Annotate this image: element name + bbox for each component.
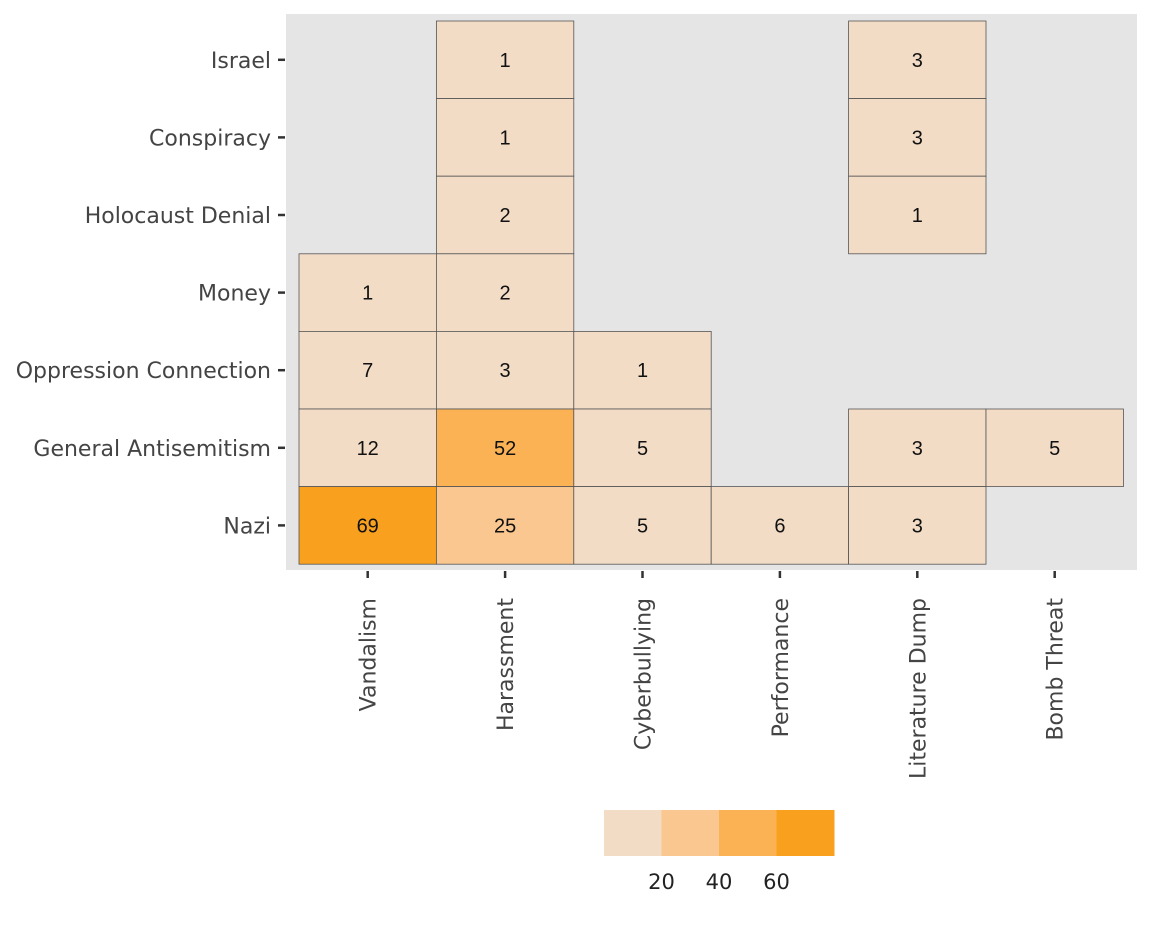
heatmap-cell-nazi-performance: 6	[710, 486, 850, 565]
cell-rect	[435, 486, 575, 565]
cell-value-label: 3	[912, 438, 923, 460]
cell-value-label: 6	[774, 515, 785, 537]
cell-value-label: 1	[637, 360, 648, 382]
heatmap-cell-general-antisemitism-vandalism: 12	[298, 408, 437, 487]
x-tick-label-performance: Performance	[769, 598, 794, 737]
cell-value-label: 69	[357, 515, 379, 537]
cell-rect	[573, 408, 712, 487]
cell-rect	[435, 253, 575, 332]
y-tick-label-money: Money	[198, 282, 271, 307]
y-tick-label-israel: Israel	[211, 49, 271, 74]
cell-value-label: 5	[1049, 438, 1060, 460]
cell-rect	[435, 20, 575, 99]
cell-value-label: 1	[500, 127, 511, 149]
cell-rect	[848, 175, 987, 255]
heatmap-cell-conspiracy-literature-dump: 3	[848, 98, 987, 177]
cell-value-label: 3	[912, 127, 923, 149]
cell-rect	[435, 175, 575, 255]
cell-rect	[298, 253, 437, 332]
cell-value-label: 3	[500, 360, 511, 382]
heatmap-cell-money-vandalism: 1	[298, 253, 437, 332]
legend-tick-label: 40	[706, 870, 733, 894]
cell-rect	[298, 486, 437, 565]
heatmap-cells: 1 31 32 11 27 3 112 52 5 3 569 25 5 6 3	[298, 20, 1124, 565]
heatmap-cell-oppression-connection-cyberbullying: 1	[573, 330, 712, 410]
y-tick-label-oppression-connection: Oppression Connection	[16, 359, 271, 384]
cell-value-label: 5	[637, 515, 648, 537]
heatmap-cell-israel-harassment: 1	[435, 20, 575, 99]
legend-color-step	[661, 810, 720, 856]
cell-rect	[573, 486, 712, 565]
cell-rect	[848, 20, 987, 99]
cell-value-label: 12	[357, 438, 379, 460]
x-axis: Vandalism Harassment Cyberbullying Performa…	[357, 571, 1069, 779]
cell-rect	[848, 486, 987, 565]
heatmap-cell-conspiracy-harassment: 1	[435, 98, 575, 177]
cell-rect	[435, 408, 575, 487]
heatmap-cell-holocaust-denial-literature-dump: 1	[848, 175, 987, 255]
cell-value-label: 3	[912, 515, 923, 537]
legend-color-step	[604, 810, 662, 856]
x-tick-label-literature-dump: Literature Dump	[906, 598, 931, 779]
cell-value-label: 3	[912, 50, 923, 72]
heatmap-cell-nazi-vandalism: 69	[298, 486, 437, 565]
heatmap-cell-money-harassment: 2	[435, 253, 575, 332]
cell-value-label: 1	[362, 283, 373, 305]
heatmap-cell-israel-literature-dump: 3	[848, 20, 987, 99]
heatmap-cell-nazi-harassment: 25	[435, 486, 575, 565]
cell-rect	[573, 330, 712, 410]
y-tick-label-conspiracy: Conspiracy	[149, 126, 271, 151]
x-tick-label-vandalism: Vandalism	[357, 598, 382, 711]
x-tick-label-bomb-threat: Bomb Threat	[1044, 598, 1069, 741]
cell-rect	[298, 408, 437, 487]
heatmap-cell-oppression-connection-vandalism: 7	[298, 330, 437, 410]
color-legend: 20 40 60	[604, 810, 835, 894]
legend-color-step	[719, 810, 777, 856]
cell-rect	[435, 330, 575, 410]
cell-value-label: 1	[912, 205, 923, 227]
y-tick-label-holocaust-denial: Holocaust Denial	[85, 204, 271, 229]
cell-value-label: 5	[637, 438, 648, 460]
heatmap-cell-general-antisemitism-bomb-threat: 5	[985, 408, 1124, 487]
heatmap-cell-general-antisemitism-harassment: 52	[435, 408, 575, 487]
y-tick-label-nazi: Nazi	[223, 514, 271, 539]
legend-tick-label: 60	[763, 870, 790, 894]
cell-value-label: 25	[494, 515, 516, 537]
cell-rect	[435, 98, 575, 177]
cell-value-label: 2	[500, 205, 511, 227]
legend-tick-label: 20	[648, 870, 675, 894]
heatmap-cell-holocaust-denial-harassment: 2	[435, 175, 575, 255]
cell-rect	[848, 98, 987, 177]
heatmap-cell-general-antisemitism-literature-dump: 3	[848, 408, 987, 487]
heatmap-cell-nazi-literature-dump: 3	[848, 486, 987, 565]
heatmap-cell-nazi-cyberbullying: 5	[573, 486, 712, 565]
cell-rect	[985, 408, 1124, 487]
heatmap-cell-oppression-connection-harassment: 3	[435, 330, 575, 410]
cell-value-label: 7	[362, 360, 373, 382]
x-tick-label-cyberbullying: Cyberbullying	[632, 598, 657, 750]
y-tick-label-general-antisemitism: General Antisemitism	[33, 437, 271, 462]
x-tick-label-harassment: Harassment	[494, 598, 519, 731]
cell-value-label: 52	[494, 438, 516, 460]
heatmap-cell-general-antisemitism-cyberbullying: 5	[573, 408, 712, 487]
cell-value-label: 2	[500, 283, 511, 305]
y-axis: Israel Conspiracy Holocaust Denial Money Opp…	[16, 49, 285, 539]
cell-rect	[298, 330, 437, 410]
legend-color-step	[776, 810, 835, 856]
cell-value-label: 1	[500, 50, 511, 72]
